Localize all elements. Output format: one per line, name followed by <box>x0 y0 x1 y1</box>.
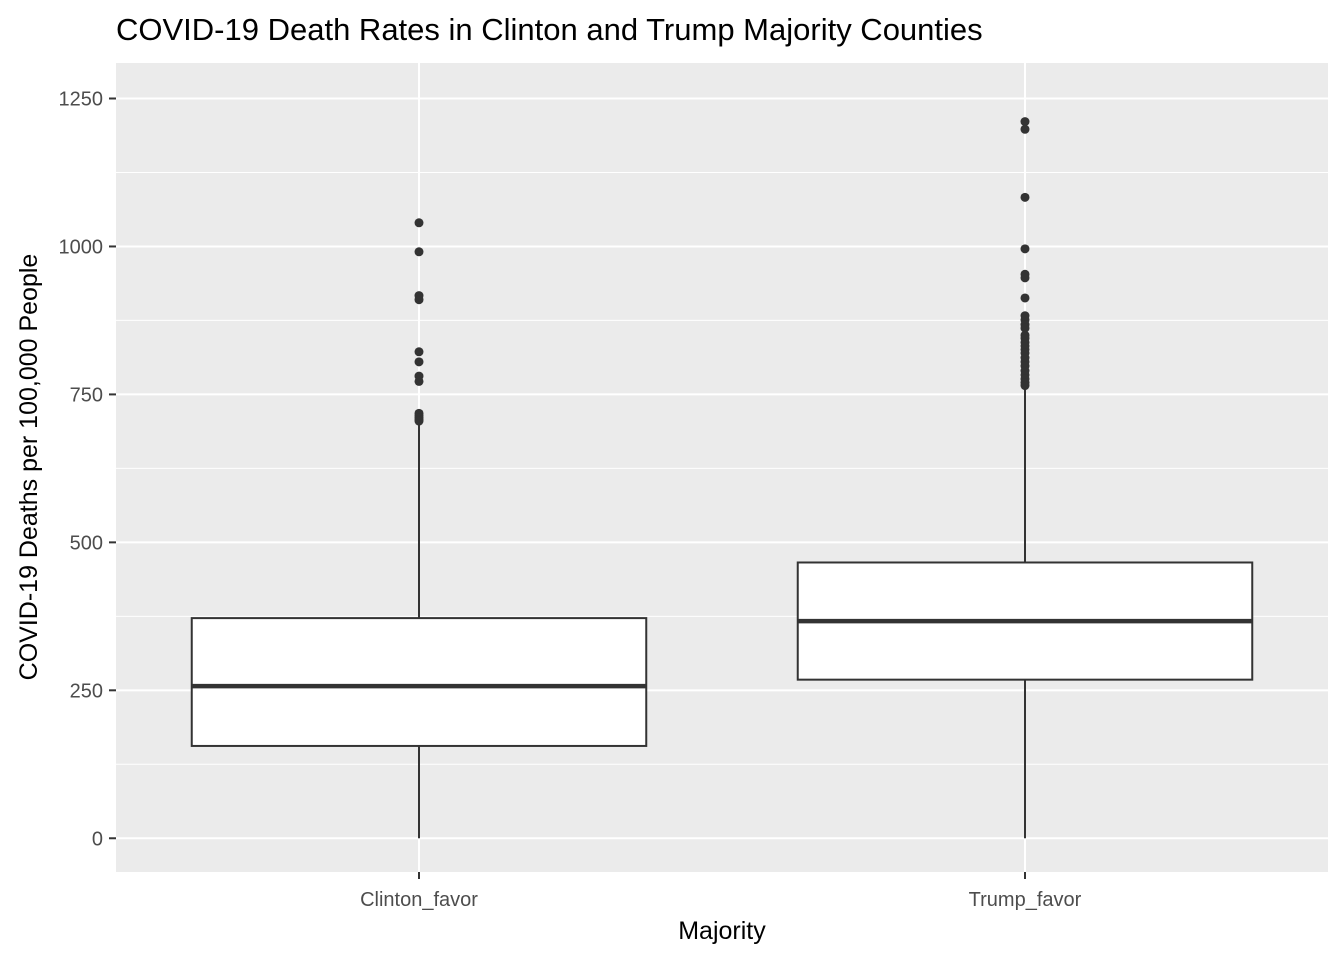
outlier-point <box>1020 192 1030 202</box>
x-axis: Clinton_favor Trump_favor <box>360 872 1082 911</box>
outlier-point <box>414 376 424 386</box>
outlier-point <box>1020 117 1030 127</box>
x-tick-label: Clinton_favor <box>360 889 478 911</box>
outlier-point <box>1020 323 1030 333</box>
x-tick-label: Trump_favor <box>969 889 1082 911</box>
outlier-point <box>1020 124 1030 134</box>
chart-title: COVID-19 Death Rates in Clinton and Trum… <box>116 12 983 47</box>
outlier-point <box>414 416 424 426</box>
outlier-point <box>1020 273 1030 283</box>
plot-panel <box>116 63 1328 872</box>
y-axis: 0 250 500 750 1000 1250 <box>59 89 116 850</box>
y-tick-label: 250 <box>70 680 103 702</box>
y-tick-label: 0 <box>92 828 103 850</box>
box-iqr <box>190 617 648 747</box>
outlier-point <box>414 247 424 257</box>
outlier-point <box>414 347 424 357</box>
y-tick-label: 750 <box>70 384 103 406</box>
boxplot-Trump_favor <box>796 117 1254 839</box>
outlier-point <box>414 357 424 367</box>
y-tick-label: 1000 <box>59 236 104 258</box>
x-axis-title: Majority <box>678 917 766 945</box>
outlier-point <box>414 218 424 228</box>
boxplot-Clinton_favor <box>190 218 648 839</box>
outlier-point <box>1020 381 1030 391</box>
y-tick-label: 1250 <box>59 89 104 111</box>
y-tick-label: 500 <box>70 532 103 554</box>
outlier-point <box>414 295 424 305</box>
outlier-point <box>1020 244 1030 254</box>
outlier-point <box>1020 293 1030 303</box>
y-axis-title: COVID-19 Deaths per 100,000 People <box>15 254 43 681</box>
boxplots <box>190 117 1254 839</box>
